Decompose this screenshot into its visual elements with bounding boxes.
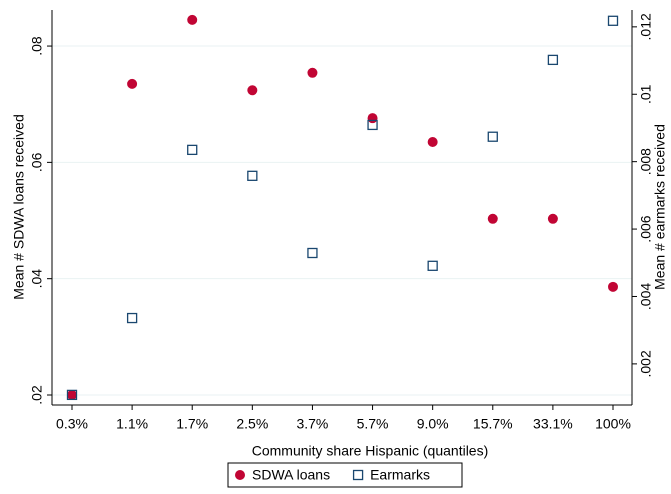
y-tick-label: .08 <box>29 36 45 56</box>
x-axis-title: Community share Hispanic (quantiles) <box>252 443 489 459</box>
point <box>367 119 378 131</box>
point <box>66 389 78 401</box>
point <box>247 85 258 96</box>
legend-box <box>227 462 463 488</box>
x-tick-label: 100% <box>595 416 631 432</box>
point <box>608 281 618 292</box>
point <box>247 170 258 181</box>
y2-tick-label: .004 <box>638 283 654 310</box>
x-tick-label: 1.7% <box>176 416 208 432</box>
point <box>126 312 138 324</box>
y-tick-label: .06 <box>29 152 45 172</box>
y2-tick-label: .002 <box>638 350 654 377</box>
point <box>547 54 559 66</box>
x-tick-label: 2.5% <box>236 416 268 432</box>
point <box>307 67 318 78</box>
point <box>487 131 498 142</box>
legend-label: SDWA loans <box>252 467 330 483</box>
point <box>427 260 438 271</box>
point <box>187 14 198 25</box>
point <box>427 137 438 148</box>
x-tick-label: 15.7% <box>473 416 513 432</box>
x-tick-label: 1.1% <box>116 416 148 432</box>
y-axis-title: Mean # SDWA loans received <box>11 114 27 299</box>
x-tick-label: 0.3% <box>56 416 88 432</box>
legend-label: Earmarks <box>370 467 430 483</box>
point <box>607 15 619 26</box>
y-tick-label: .02 <box>29 385 45 405</box>
point <box>547 213 558 224</box>
y2-axis-title: Mean # earmarks received <box>652 124 668 290</box>
x-tick-label: 3.7% <box>296 416 328 432</box>
y-tick-label: .04 <box>29 269 45 289</box>
point <box>127 78 138 89</box>
point <box>487 213 498 224</box>
y2-tick-label: .01 <box>638 84 654 104</box>
y2-tick-label: .006 <box>638 215 654 242</box>
point <box>235 470 245 480</box>
point <box>187 144 198 156</box>
point <box>367 113 378 124</box>
y2-tick-label: .012 <box>638 13 654 40</box>
point <box>352 469 364 481</box>
point <box>67 389 77 400</box>
point <box>307 247 318 259</box>
x-tick-label: 5.7% <box>357 416 389 432</box>
x-tick-label: 9.0% <box>417 416 449 432</box>
y2-tick-label: .008 <box>638 148 654 175</box>
x-tick-label: 33.1% <box>533 416 573 432</box>
